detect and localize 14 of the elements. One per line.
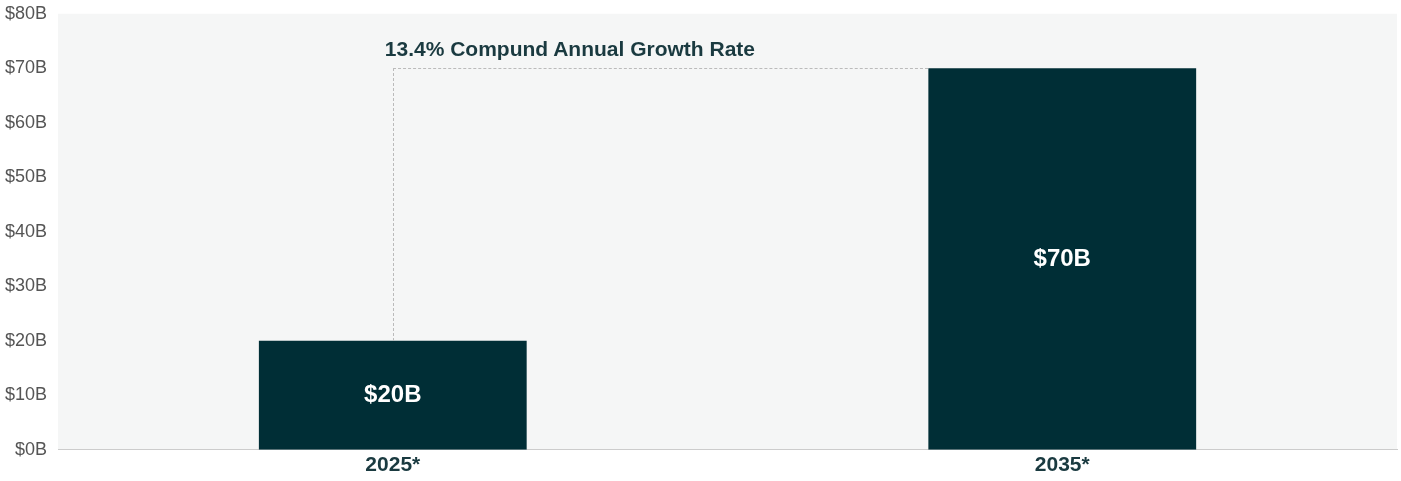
- y-tick-label: $60B: [4, 111, 48, 132]
- y-tick-label: $0B: [15, 438, 48, 459]
- annotation: 13.4% Compund Annual Growth Rate: [384, 36, 756, 60]
- data-label: $20B: [364, 379, 422, 407]
- data-label: $70B: [1033, 243, 1091, 271]
- y-tick-label: $50B: [4, 166, 48, 187]
- y-tick-label: $40B: [4, 220, 48, 241]
- y-tick-label: $10B: [4, 384, 48, 405]
- y-tick-label: $80B: [4, 2, 48, 23]
- y-tick-label: $70B: [4, 57, 48, 78]
- y-tick-label: $20B: [4, 329, 48, 350]
- x-tick-label: 2035*: [1034, 452, 1091, 476]
- y-tick-label: $30B: [4, 275, 48, 296]
- x-tick-label: 2025*: [365, 452, 422, 476]
